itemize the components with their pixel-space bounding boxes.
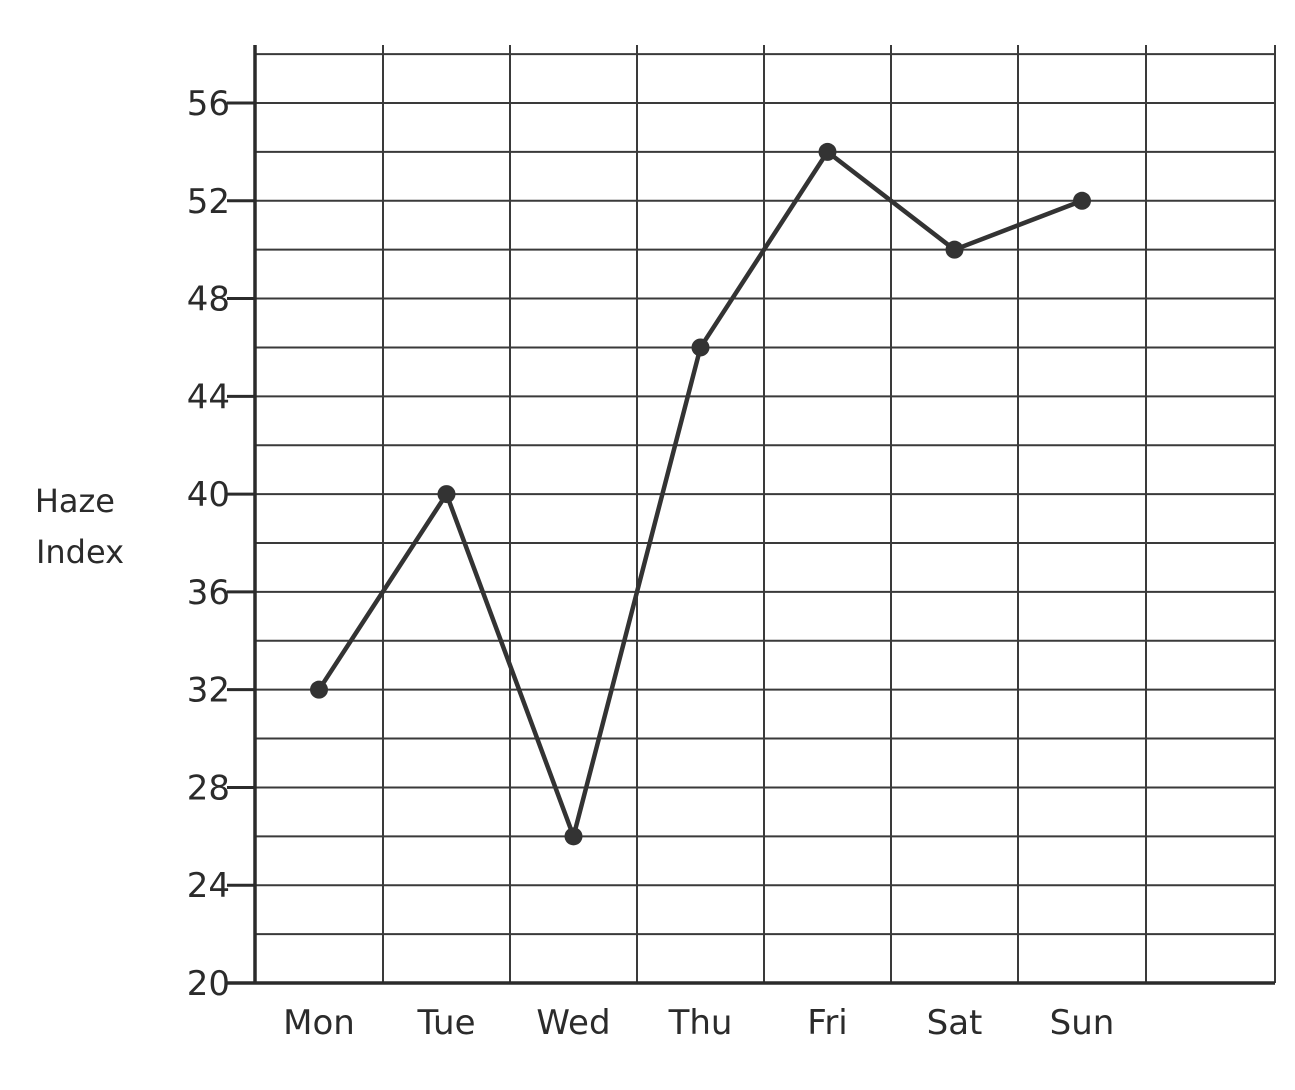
y-tick-label: 20 — [187, 964, 230, 1004]
data-point — [945, 240, 964, 259]
y-tick-label: 36 — [187, 573, 230, 613]
x-tick-label: Mon — [283, 1003, 355, 1043]
series — [310, 142, 1091, 846]
grid — [255, 45, 1276, 984]
data-point — [818, 142, 837, 161]
y-axis-title-line-2: Index — [36, 533, 124, 571]
data-point — [1073, 191, 1091, 210]
x-tick-label: Sun — [1050, 1003, 1115, 1043]
y-tick-label: 44 — [187, 377, 230, 417]
y-tick-label: 56 — [187, 84, 230, 124]
data-point — [691, 338, 710, 357]
data-point — [310, 680, 328, 699]
x-tick-labels: Mon Tue Wed Thu Fri Sat Sun — [283, 1003, 1114, 1043]
data-point — [564, 827, 583, 846]
y-tick-label: 52 — [187, 182, 230, 222]
data-point — [437, 485, 456, 504]
x-tick-label: Thu — [668, 1003, 733, 1043]
axes — [227, 45, 1275, 985]
y-tick-label: 48 — [187, 280, 230, 320]
y-tick-label: 24 — [187, 866, 230, 906]
y-tick-label: 28 — [187, 768, 230, 808]
y-axis-title-line-1: Haze — [35, 482, 115, 520]
x-tick-label: Wed — [536, 1003, 610, 1043]
y-tick-label: 32 — [187, 671, 230, 711]
y-axis-title: Haze Index — [35, 482, 125, 571]
y-tick-label: 40 — [187, 475, 230, 515]
y-ticks: 20 24 28 32 36 40 44 48 52 56 — [187, 84, 255, 1004]
x-tick-label: Sat — [927, 1003, 983, 1043]
x-tick-label: Fri — [807, 1003, 848, 1043]
x-tick-label: Tue — [416, 1003, 475, 1043]
